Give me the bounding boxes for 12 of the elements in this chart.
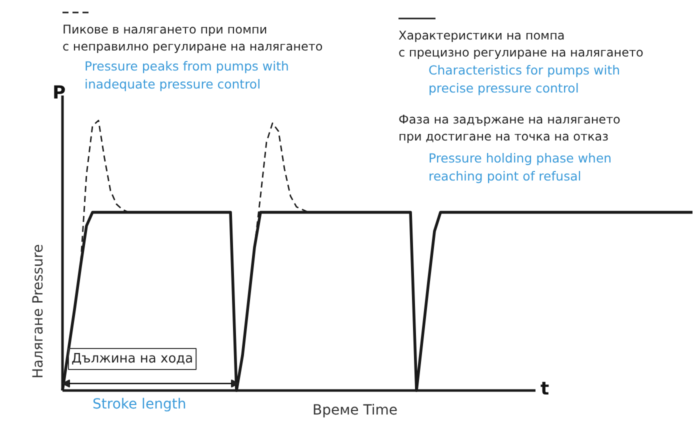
annotation: Фаза на задържане на налягането при достигане на точка на отказ xyxy=(398,112,620,144)
x-axis-title: Време Time xyxy=(312,402,398,418)
text: Pressure peaks from pumps with inadequate pressure control xyxy=(84,58,289,92)
text: P xyxy=(52,82,66,104)
annotation: Pressure holding phase when reaching point of refusal xyxy=(428,150,612,184)
annotation: Дължина на хода xyxy=(72,352,194,366)
text: Characteristics for pumps with precise pressure control xyxy=(428,62,620,96)
legend-label: Пикове в налягането при помпи с неправилно регулиране на налягането xyxy=(62,22,323,54)
text: Stroke length xyxy=(92,396,186,412)
legend-label: Характеристики на помпа с прецизно регулиране на налягането xyxy=(398,28,644,60)
annotation: t xyxy=(540,378,550,400)
y-axis-title: Налягане Pressure xyxy=(30,244,46,378)
